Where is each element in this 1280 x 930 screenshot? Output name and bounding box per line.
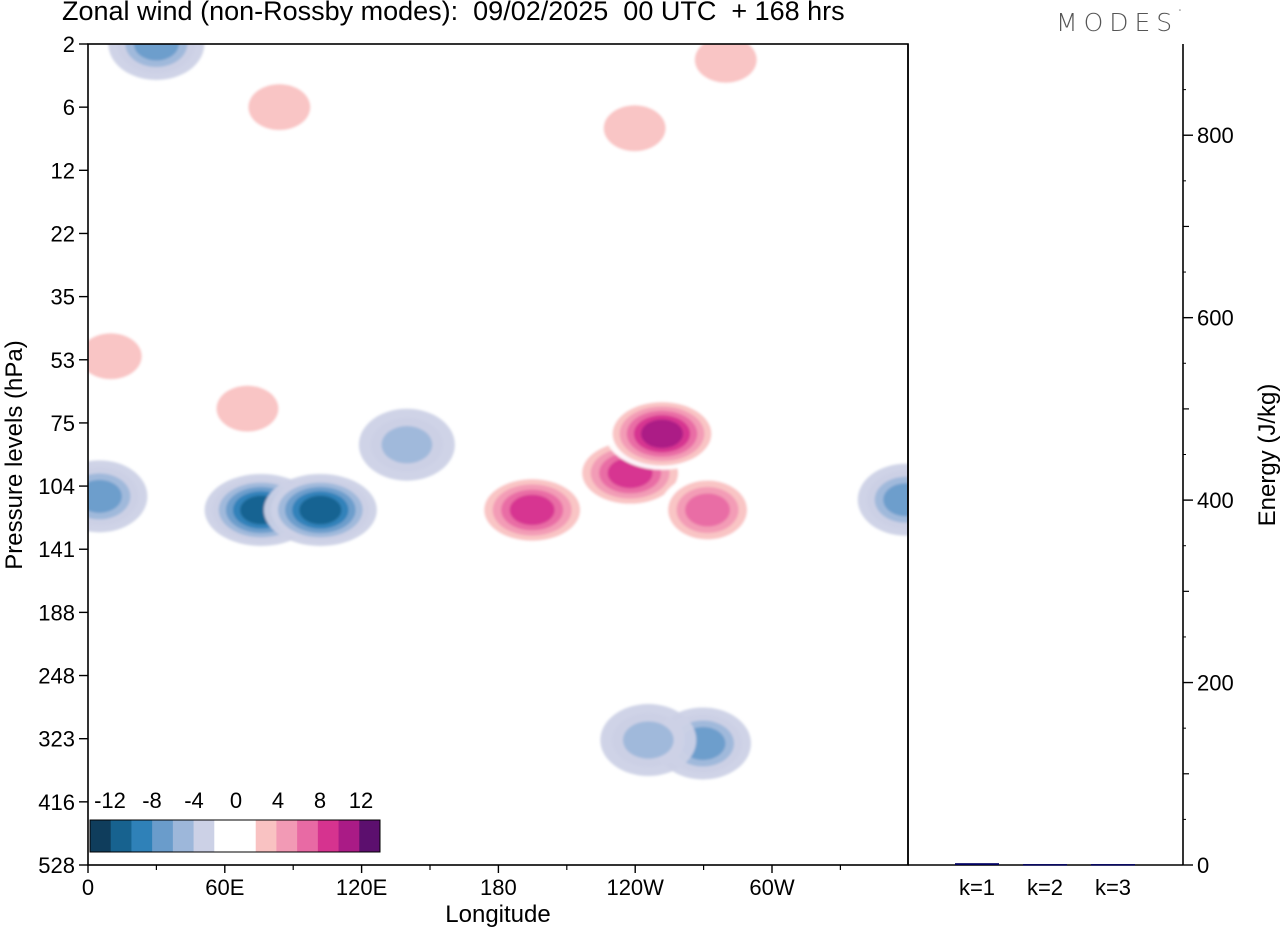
energy-axis-ticks: 0 200 400 600 800 bbox=[1183, 89, 1234, 878]
colorbar-swatch bbox=[214, 820, 236, 852]
energy-tick-label: 600 bbox=[1197, 306, 1234, 331]
x-axis-ticks: 0 60E 120E 180 120W 60W bbox=[82, 865, 842, 900]
y-tick-label: 188 bbox=[38, 600, 75, 625]
colorbar-swatch bbox=[317, 820, 340, 852]
x-tick-label: 120W bbox=[606, 875, 664, 900]
x-tick-label: 180 bbox=[480, 875, 517, 900]
energy-bar bbox=[955, 863, 999, 865]
colorbar-label: 8 bbox=[314, 788, 326, 813]
colorbar-frame bbox=[89, 819, 381, 853]
energy-bars: k=1 k=2 k=3 bbox=[955, 863, 1135, 900]
energy-tick-label: 800 bbox=[1197, 123, 1234, 148]
field-contour bbox=[88, 479, 122, 513]
y-tick-label: 6 bbox=[63, 95, 75, 120]
colorbar-swatch bbox=[110, 820, 132, 852]
colorbar-swatch bbox=[193, 820, 215, 852]
x-tick-label: 0 bbox=[82, 875, 94, 900]
y-tick-label: 75 bbox=[51, 411, 75, 436]
field-contour bbox=[216, 385, 279, 432]
energy-panel: 0 200 400 600 800 k=1 k=2 k=3 Energy (J/kg) bbox=[907, 44, 1280, 900]
x-tick-label: 120E bbox=[336, 875, 387, 900]
field-contour bbox=[299, 495, 342, 525]
y-tick-label: 141 bbox=[38, 537, 75, 562]
logo-text: MODES bbox=[1056, 8, 1179, 37]
y-tick-label: 2 bbox=[63, 32, 75, 57]
colorbar-swatch bbox=[90, 820, 112, 852]
x-axis-label: Longitude bbox=[445, 901, 550, 928]
colorbar-label: -4 bbox=[184, 788, 204, 813]
field-contour bbox=[381, 426, 433, 464]
y-tick-label: 53 bbox=[51, 348, 75, 373]
energy-axis-label: Energy (J/kg) bbox=[1254, 384, 1280, 527]
field-contour bbox=[623, 721, 674, 759]
colorbar-labels: -12 -8 -4 0 4 8 12 bbox=[94, 788, 373, 813]
y-tick-label: 22 bbox=[51, 221, 75, 246]
y-tick-label: 35 bbox=[51, 285, 75, 310]
field-contour bbox=[509, 494, 555, 526]
y-tick-label: 104 bbox=[38, 474, 75, 499]
heatmap-panel: 2 6 12 22 35 53 75 104 141 188 248 323 416 528 0 60E 12… bbox=[1, 32, 909, 928]
energy-category-label: k=3 bbox=[1095, 875, 1131, 900]
colorbar-swatch bbox=[276, 820, 298, 852]
field-contour bbox=[133, 44, 179, 61]
x-tick-label: 60E bbox=[205, 875, 244, 900]
colorbar-label: -8 bbox=[142, 788, 162, 813]
colorbar-label: 12 bbox=[349, 788, 373, 813]
field-contour bbox=[883, 483, 908, 517]
colorbar-swatch bbox=[131, 820, 153, 852]
field-contour bbox=[248, 84, 311, 131]
colorbar-swatch bbox=[297, 820, 319, 852]
colorbar-swatch bbox=[152, 820, 174, 852]
field-contour bbox=[685, 493, 731, 527]
y-tick-label: 528 bbox=[38, 853, 75, 878]
logo-mark: ° bbox=[1178, 8, 1182, 16]
colorbar-swatches bbox=[90, 820, 381, 852]
colorbar-swatch bbox=[359, 820, 381, 852]
modes-logo: MODES° bbox=[1056, 8, 1182, 37]
colorbar: -12 -8 -4 0 4 8 12 bbox=[89, 788, 381, 853]
y-tick-label: 248 bbox=[38, 664, 75, 689]
y-tick-label: 416 bbox=[38, 790, 75, 815]
field-contour bbox=[640, 419, 684, 449]
colorbar-swatch bbox=[235, 820, 257, 852]
page-title: Zonal wind (non-Rossby modes): 09/02/202… bbox=[62, 0, 845, 26]
energy-category-label: k=1 bbox=[959, 875, 995, 900]
colorbar-label: 0 bbox=[230, 788, 242, 813]
y-tick-label: 12 bbox=[51, 158, 75, 183]
wind-field bbox=[88, 44, 908, 780]
colorbar-swatch bbox=[172, 820, 195, 852]
y-axis-ticks: 2 6 12 22 35 53 75 104 141 188 248 323 416 528 bbox=[38, 32, 88, 878]
energy-bar bbox=[1091, 864, 1135, 866]
y-axis-label: Pressure levels (hPa) bbox=[1, 340, 28, 569]
field-contour bbox=[603, 105, 666, 152]
heatmap-background bbox=[88, 44, 908, 865]
colorbar-swatch bbox=[255, 820, 277, 852]
colorbar-label: 4 bbox=[272, 788, 284, 813]
energy-category-label: k=2 bbox=[1027, 875, 1063, 900]
energy-bar bbox=[1023, 864, 1067, 866]
x-tick-label: 60W bbox=[749, 875, 794, 900]
field-contour bbox=[88, 333, 142, 380]
colorbar-label: -12 bbox=[94, 788, 126, 813]
colorbar-swatch bbox=[338, 820, 360, 852]
energy-tick-label: 200 bbox=[1197, 671, 1234, 696]
field-contour bbox=[694, 44, 757, 83]
energy-tick-label: 0 bbox=[1197, 853, 1209, 878]
y-tick-label: 323 bbox=[38, 727, 75, 752]
energy-tick-label: 400 bbox=[1197, 488, 1234, 513]
